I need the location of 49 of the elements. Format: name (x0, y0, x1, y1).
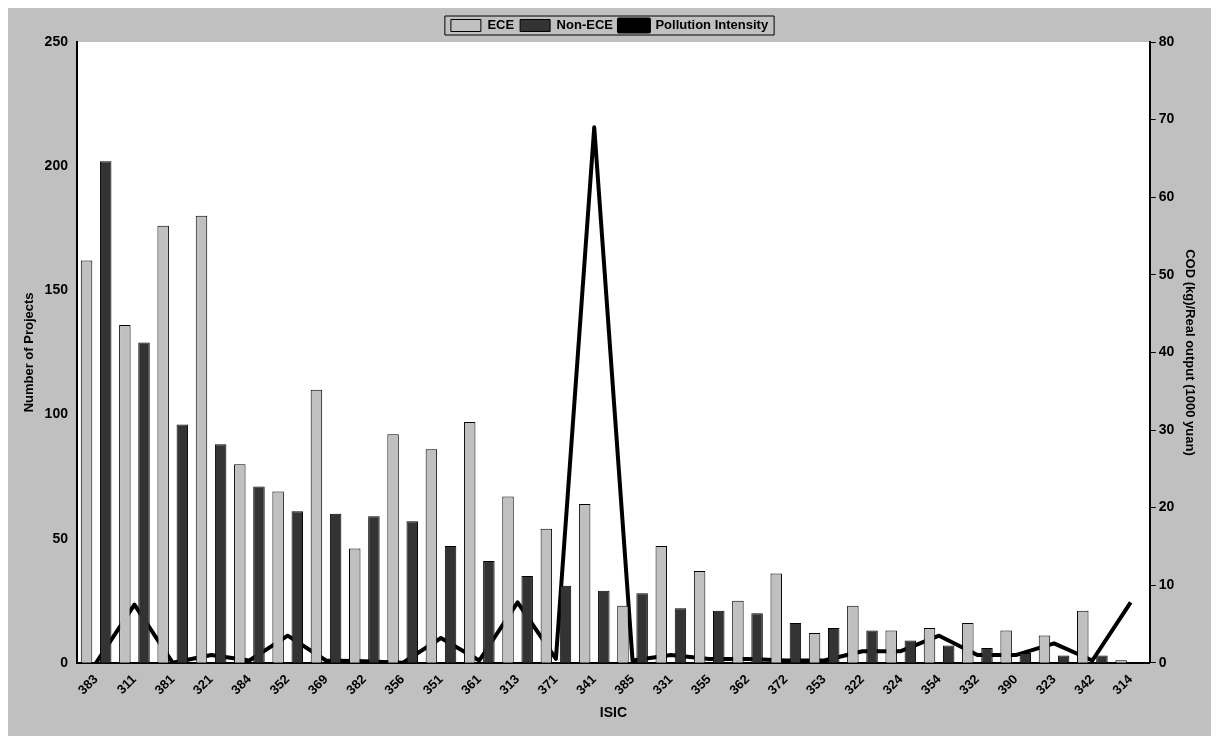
y2-tick-label: 50 (1158, 265, 1175, 282)
legend-label: ECE (487, 17, 515, 33)
x-tick-label: 311 (113, 671, 140, 697)
x-tick-label: 354 (917, 670, 945, 698)
y2-axis-title: COD (kg)/Real output (1000 yuan) (1182, 249, 1198, 456)
x-tick-label: 314 (1109, 670, 1136, 698)
legend-label: Non-ECE (556, 17, 614, 33)
y-tick-label: 100 (44, 405, 69, 422)
y-tick-label: 250 (44, 32, 69, 49)
y2-tick-label: 70 (1158, 110, 1175, 127)
y-tick-label: 150 (44, 281, 69, 298)
x-tick-label: 355 (687, 671, 714, 698)
y2-tick-label: 40 (1158, 343, 1175, 360)
legend-label: Pollution Intensity (655, 17, 769, 33)
x-tick-label: 356 (381, 671, 408, 698)
x-tick-label: 381 (151, 671, 178, 698)
x-tick-label: 369 (304, 671, 331, 698)
x-tick-label: 313 (496, 671, 523, 698)
x-tick-label: 342 (1071, 671, 1097, 698)
x-tick-label: 353 (802, 671, 829, 698)
x-tick-label: 341 (572, 671, 599, 698)
x-tick-label: 383 (74, 671, 101, 698)
x-tick-label: 322 (841, 671, 868, 698)
y2-tick-label: 30 (1158, 420, 1175, 437)
x-tick-label: 385 (611, 671, 638, 698)
x-tick-label: 332 (956, 671, 983, 698)
x-axis-title: ISIC (599, 704, 628, 721)
x-tick-label: 382 (343, 671, 369, 698)
y2-tick-label: 20 (1158, 498, 1175, 515)
y-tick-label: 200 (44, 157, 69, 174)
y-axis-title: Number of Projects (21, 292, 37, 413)
x-tick-label: 361 (457, 671, 484, 698)
y-tick-label: 0 (60, 653, 69, 670)
x-tick-label: 390 (994, 671, 1021, 698)
y2-tick-label: 60 (1158, 188, 1175, 205)
y2-tick-label: 80 (1158, 32, 1175, 49)
x-tick-label: 331 (649, 671, 676, 698)
y2-tick-label: 10 (1158, 576, 1175, 593)
x-tick-label: 321 (189, 671, 216, 698)
x-tick-label: 352 (266, 671, 293, 698)
x-tick-label: 351 (419, 671, 446, 698)
y-tick-label: 50 (52, 529, 69, 546)
x-tick-label: 384 (228, 670, 255, 698)
x-tick-label: 324 (879, 670, 906, 698)
y2-tick-label: 0 (1158, 653, 1167, 670)
x-tick-label: 371 (534, 671, 561, 698)
x-tick-label: 323 (1032, 671, 1059, 698)
x-tick-label: 372 (764, 671, 791, 698)
x-tick-label: 362 (726, 671, 753, 698)
